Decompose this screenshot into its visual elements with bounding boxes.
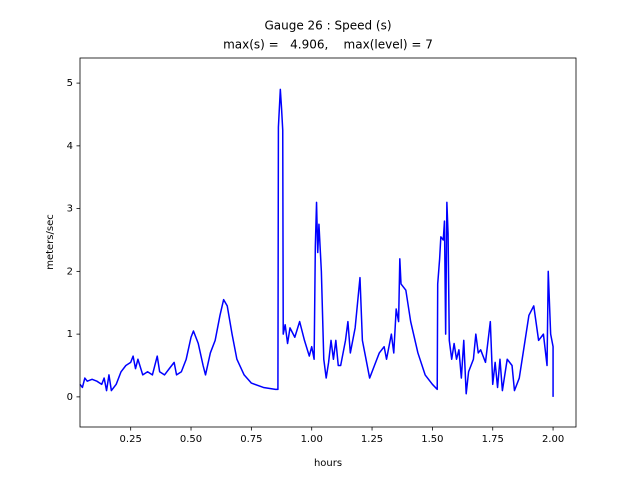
x-tick-label: 1.50	[421, 434, 443, 445]
chart-title: Gauge 26 : Speed (s)	[264, 19, 391, 33]
plot-frame	[79, 57, 577, 428]
speed-line	[79, 88, 554, 397]
y-tick-label: 2	[67, 266, 73, 277]
x-tick-label: 1.25	[361, 434, 383, 445]
y-tick-label: 0	[67, 392, 73, 403]
y-tick-label: 5	[67, 78, 73, 89]
x-tick-label: 0.75	[240, 434, 262, 445]
x-tick-label: 0.50	[180, 434, 202, 445]
y-axis-label: meters/sec	[45, 214, 56, 270]
x-tick-label: 1.00	[301, 434, 323, 445]
chart-subtitle: max(s) = 4.906, max(level) = 7	[223, 38, 433, 52]
x-axis-label: hours	[314, 458, 342, 469]
y-tick-label: 1	[67, 329, 73, 340]
y-tick-label: 3	[67, 204, 73, 215]
y-tick-label: 4	[67, 141, 73, 152]
x-tick-label: 0.25	[120, 434, 142, 445]
x-tick-label: 1.75	[482, 434, 504, 445]
x-tick-label: 2.00	[542, 434, 564, 445]
